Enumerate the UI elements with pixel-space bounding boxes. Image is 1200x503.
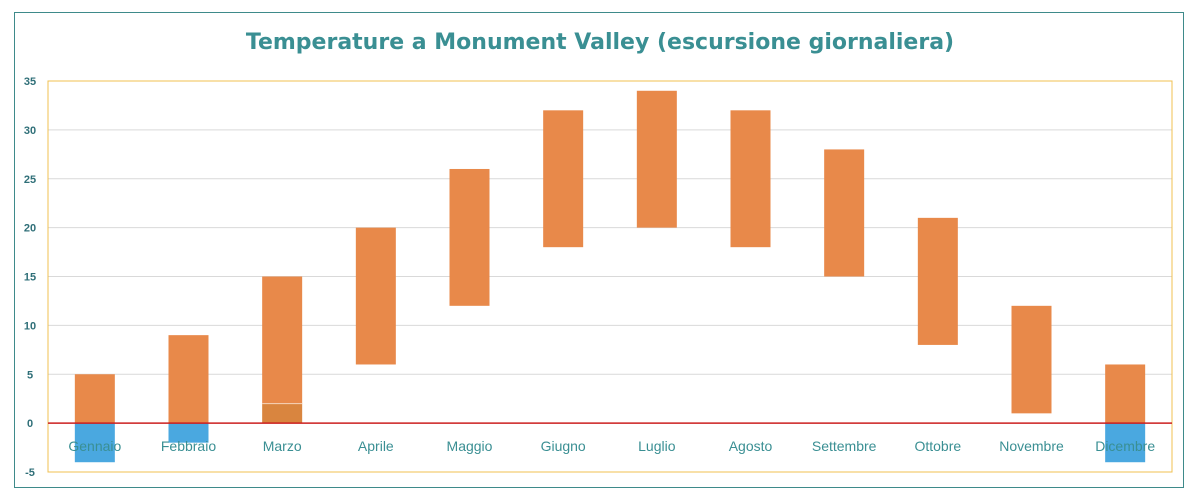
y-tick-label: 25 [24,174,36,186]
y-tick-label: -5 [25,467,35,479]
bar-negative-gennaio [74,423,115,463]
x-category-label: Dicembre [1095,438,1155,454]
x-category-label: Novembre [999,438,1064,454]
x-category-label: Agosto [729,438,773,454]
bar-negative-dicembre [1105,423,1146,463]
x-category-label: Ottobre [914,438,961,454]
bar-agosto [730,110,771,248]
bar-maggio [449,168,490,306]
x-category-label: Aprile [358,438,394,454]
x-category-label: Giugno [541,438,586,454]
bar-negative-febbraio [168,423,209,443]
bar-settembre [824,149,865,277]
bar-lower-marzo [262,403,303,424]
bar-dicembre [1105,364,1146,424]
y-tick-label: 0 [27,418,33,430]
plot-area-border [47,80,1173,473]
y-tick-label: 15 [24,272,36,284]
x-category-label: Maggio [447,438,493,454]
y-tick-label: 30 [24,125,36,137]
bar-ottobre [917,217,958,345]
x-category-label: Luglio [638,438,676,454]
bar-marzo [262,276,303,404]
y-tick-label: 5 [27,369,33,381]
bar-giugno [543,110,584,248]
y-tick-label: 10 [24,320,36,332]
chart-frame [14,12,1184,488]
x-category-label: Gennaio [68,438,121,454]
bar-novembre [1011,305,1052,414]
bar-luglio [636,90,677,228]
x-category-label: Marzo [263,438,302,454]
y-tick-label: 20 [24,223,36,235]
bar-febbraio [168,335,209,424]
bar-aprile [355,227,396,365]
x-category-label: Febbraio [161,438,216,454]
bar-gennaio [74,374,115,424]
x-category-label: Settembre [812,438,877,454]
chart-title: Temperature a Monument Valley (escursion… [245,30,955,55]
y-tick-label: 35 [24,76,36,88]
